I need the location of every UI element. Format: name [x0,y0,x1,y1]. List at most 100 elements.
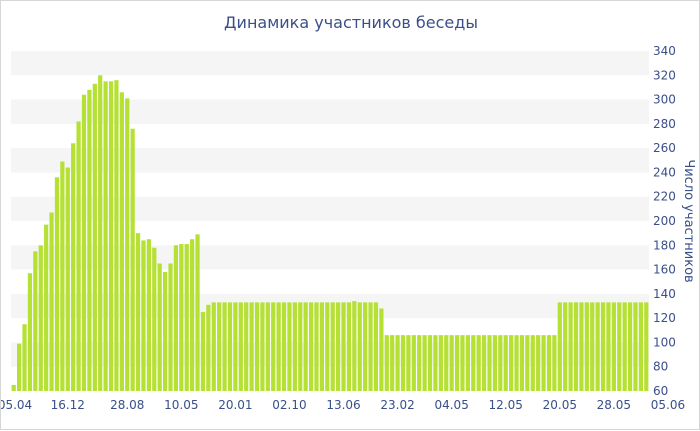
x-tick-label: 05.06 [651,398,685,412]
bar [638,302,643,391]
bar [384,335,389,391]
bar [141,240,146,391]
bar [265,302,270,391]
bar [125,98,130,392]
bar [168,263,173,391]
bar [146,239,151,391]
x-tick-label: 12.05 [489,398,523,412]
bar [357,302,362,391]
bar [379,308,384,391]
bar [254,302,260,391]
bar [211,302,216,391]
y-tick-label: 60 [653,384,668,398]
bar [481,335,487,391]
x-tick-label: 10.05 [164,398,198,412]
bar [276,302,281,391]
y-tick-label: 220 [653,190,676,204]
bar [492,335,498,391]
bar [98,75,103,391]
bar [195,234,200,391]
bar [611,302,616,391]
bar [427,335,433,391]
bar [330,302,335,391]
bar [617,302,622,391]
bar [471,335,476,391]
bar [130,128,135,391]
bar [595,302,600,391]
bar [487,335,492,391]
y-tick-label: 260 [653,141,676,155]
bar [238,302,243,391]
bar [525,335,530,391]
bar [152,247,157,391]
bar [157,263,162,391]
bar [60,161,65,391]
bar [563,302,568,391]
bar [179,244,184,391]
y-tick-label: 180 [653,238,676,252]
bar [368,302,373,391]
bar [314,302,319,391]
bar [44,224,49,391]
bar [454,335,460,391]
bar [162,272,168,391]
bar [319,302,324,391]
x-axis-ticks: 05.04 16.12 28.08 10.05 20.01 02.10 13.06 23.02… [1,398,685,412]
bar [217,302,222,391]
bar [244,302,249,391]
bar [281,302,287,391]
bar [568,302,573,391]
x-tick-label: 28.08 [110,398,144,412]
bar [546,335,552,391]
bar [233,302,238,391]
bar [352,301,357,391]
bar [271,302,276,391]
y-tick-label: 80 [653,360,668,374]
bar [503,335,508,391]
bar [622,302,627,391]
bar [292,302,297,391]
bar [38,245,43,391]
bar [173,245,179,391]
bar [206,304,211,391]
bar [308,302,314,391]
bar [633,302,638,391]
bar [76,121,81,392]
bar [92,83,97,391]
bar [498,335,503,391]
bar [227,302,233,391]
bar [103,81,108,392]
x-tick-label: 04.05 [434,398,468,412]
bar [200,312,206,391]
bar [184,244,189,391]
bar [363,302,368,391]
bar [81,94,87,392]
bar [27,273,33,391]
bar [11,384,16,391]
y-tick-label: 300 [653,93,676,107]
bar [536,335,541,391]
bar [54,177,60,391]
bar [579,302,584,391]
bar [422,335,427,391]
bar [287,302,292,391]
bar [400,335,406,391]
bar [49,212,54,391]
bar [584,302,589,391]
bar [373,302,379,391]
y-tick-label: 200 [653,214,676,228]
bar [644,302,649,391]
x-tick-label: 20.01 [218,398,252,412]
bar [514,335,519,391]
bar [87,89,92,392]
bar [390,335,395,391]
y-tick-label: 140 [653,287,676,301]
bar-series [11,75,649,392]
y-tick-label: 120 [653,311,676,325]
bar [438,335,443,391]
bar [346,302,352,391]
bar [541,335,546,391]
bar [557,302,562,391]
